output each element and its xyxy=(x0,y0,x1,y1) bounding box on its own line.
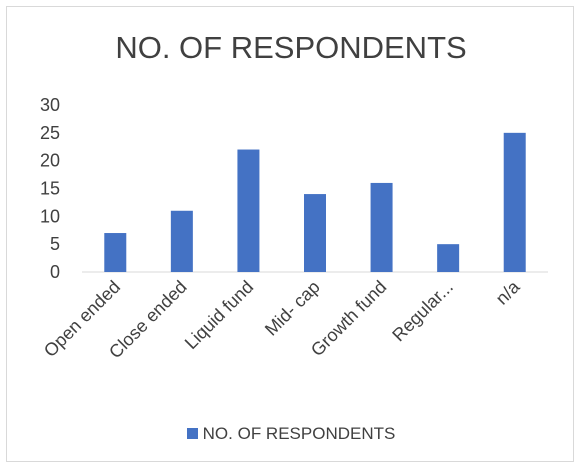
bar xyxy=(503,132,526,272)
y-tick-label: 25 xyxy=(40,123,60,143)
y-tick-label: 5 xyxy=(50,234,60,254)
y-tick-label: 15 xyxy=(40,179,60,199)
bar xyxy=(170,210,193,272)
y-tick-label: 30 xyxy=(40,95,60,115)
y-tick-label: 20 xyxy=(40,151,60,171)
chart-title: NO. OF RESPONDENTS xyxy=(115,30,467,65)
legend-swatch xyxy=(186,428,198,439)
bar xyxy=(304,194,326,272)
x-tick-label: n/a xyxy=(492,276,525,309)
legend-label: NO. OF RESPONDENTS xyxy=(202,424,396,443)
bar xyxy=(104,233,127,272)
bar xyxy=(370,182,393,272)
x-tick-label: Liquid fund xyxy=(181,277,257,353)
x-tick-label: Mid- cap xyxy=(261,277,324,340)
legend: NO. OF RESPONDENTS xyxy=(0,424,582,444)
bar xyxy=(237,149,260,272)
y-tick-label: 0 xyxy=(50,262,60,282)
chart-frame xyxy=(6,6,574,462)
bar xyxy=(437,244,460,272)
y-tick-label: 10 xyxy=(40,206,60,226)
x-tick-label: Regular... xyxy=(388,277,457,346)
